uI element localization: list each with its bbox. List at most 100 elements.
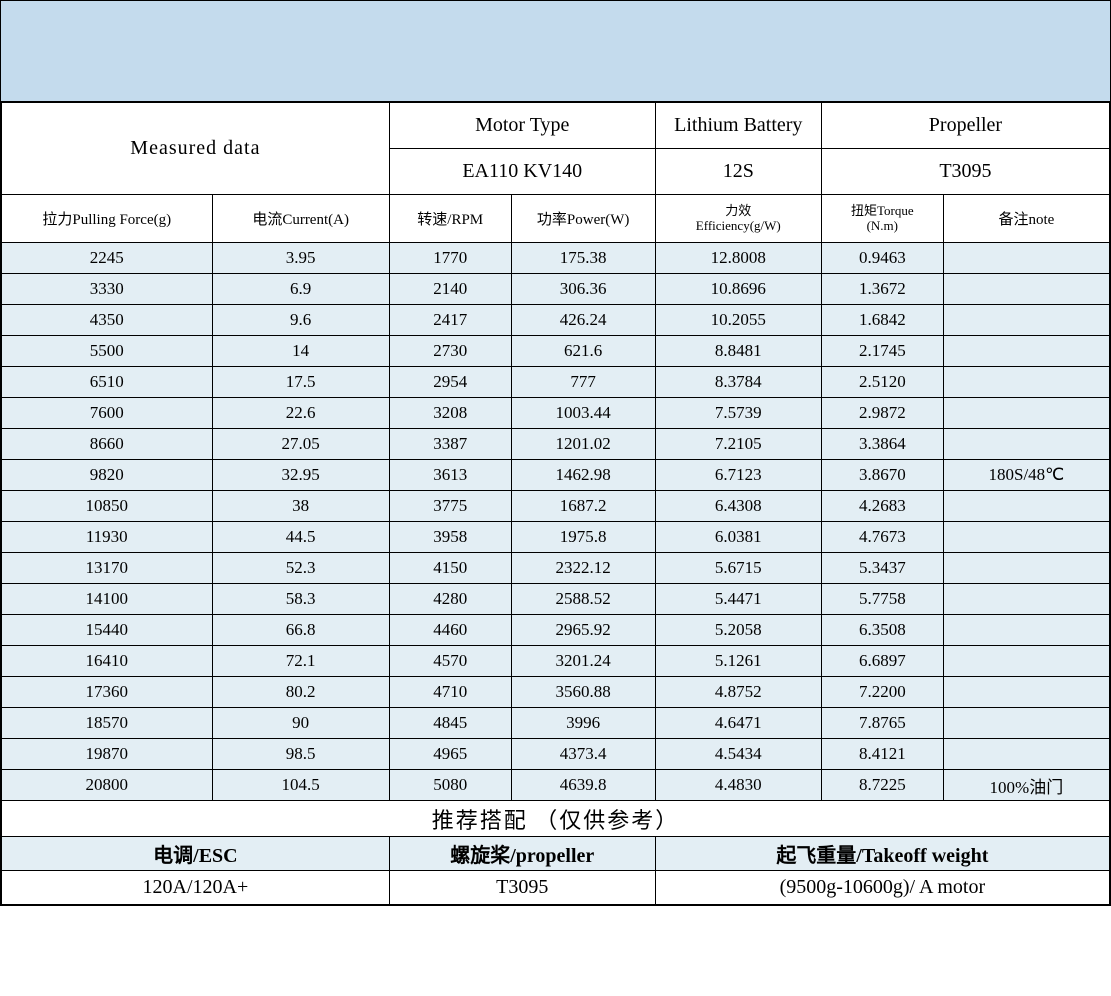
table-cell: 17.5 bbox=[212, 367, 389, 398]
table-cell: 98.5 bbox=[212, 739, 389, 770]
table-cell: 6510 bbox=[2, 367, 213, 398]
recommend-value-propeller: T3095 bbox=[389, 871, 655, 905]
table-cell: 1975.8 bbox=[511, 522, 655, 553]
table-cell: 66.8 bbox=[212, 615, 389, 646]
table-cell: 3.3864 bbox=[821, 429, 943, 460]
propeller-value: T3095 bbox=[821, 149, 1109, 195]
table-cell: 7.8765 bbox=[821, 708, 943, 739]
table-cell: 5.7758 bbox=[821, 584, 943, 615]
table-cell: 2140 bbox=[389, 274, 511, 305]
battery-value: 12S bbox=[655, 149, 821, 195]
table-cell: 58.3 bbox=[212, 584, 389, 615]
table-cell: 4.7673 bbox=[821, 522, 943, 553]
table-cell: 4.6471 bbox=[655, 708, 821, 739]
table-cell bbox=[943, 336, 1109, 367]
table-cell: 4570 bbox=[389, 646, 511, 677]
table-cell bbox=[943, 677, 1109, 708]
table-cell: 100%油门 bbox=[943, 770, 1109, 801]
column-header: 备注note bbox=[943, 195, 1109, 243]
column-header-row: 拉力Pulling Force(g)电流Current(A)转速/RPM功率Po… bbox=[2, 195, 1110, 243]
table-cell: 17360 bbox=[2, 677, 213, 708]
table-cell: 3387 bbox=[389, 429, 511, 460]
spec-sheet: Measured data Motor Type Lithium Battery… bbox=[0, 0, 1111, 906]
table-cell: 1770 bbox=[389, 243, 511, 274]
table-cell: 2322.12 bbox=[511, 553, 655, 584]
table-cell: 4710 bbox=[389, 677, 511, 708]
table-cell bbox=[943, 274, 1109, 305]
motor-type-label: Motor Type bbox=[389, 103, 655, 149]
recommend-title: 推荐搭配 （仅供参考） bbox=[2, 801, 1110, 837]
table-cell: 3208 bbox=[389, 398, 511, 429]
table-cell: 4.5434 bbox=[655, 739, 821, 770]
table-cell: 32.95 bbox=[212, 460, 389, 491]
table-row: 43509.62417426.2410.20551.6842 bbox=[2, 305, 1110, 336]
recommend-header-propeller: 螺旋桨/propeller bbox=[389, 837, 655, 871]
table-cell: 4460 bbox=[389, 615, 511, 646]
motor-type-value: EA110 KV140 bbox=[389, 149, 655, 195]
recommend-value-weight: (9500g-10600g)/ A motor bbox=[655, 871, 1109, 905]
table-cell: 5.3437 bbox=[821, 553, 943, 584]
table-cell: 2588.52 bbox=[511, 584, 655, 615]
table-cell bbox=[943, 398, 1109, 429]
table-cell: 9820 bbox=[2, 460, 213, 491]
table-row: 108503837751687.26.43084.2683 bbox=[2, 491, 1110, 522]
table-cell: 1003.44 bbox=[511, 398, 655, 429]
table-cell: 44.5 bbox=[212, 522, 389, 553]
table-row: 1987098.549654373.44.54348.4121 bbox=[2, 739, 1110, 770]
table-row: 651017.529547778.37842.5120 bbox=[2, 367, 1110, 398]
table-cell: 14 bbox=[212, 336, 389, 367]
table-cell: 12.8008 bbox=[655, 243, 821, 274]
table-cell: 2954 bbox=[389, 367, 511, 398]
table-cell: 5500 bbox=[2, 336, 213, 367]
table-cell: 5.2058 bbox=[655, 615, 821, 646]
table-cell: 7.2200 bbox=[821, 677, 943, 708]
table-row: 1544066.844602965.925.20586.3508 bbox=[2, 615, 1110, 646]
table-cell: 5080 bbox=[389, 770, 511, 801]
table-row: 760022.632081003.447.57392.9872 bbox=[2, 398, 1110, 429]
table-cell: 6.7123 bbox=[655, 460, 821, 491]
table-row: 1736080.247103560.884.87527.2200 bbox=[2, 677, 1110, 708]
table-cell: 3.8670 bbox=[821, 460, 943, 491]
table-cell: 0.9463 bbox=[821, 243, 943, 274]
table-cell: 6.3508 bbox=[821, 615, 943, 646]
battery-label: Lithium Battery bbox=[655, 103, 821, 149]
column-header: 电流Current(A) bbox=[212, 195, 389, 243]
table-cell: 80.2 bbox=[212, 677, 389, 708]
table-row: 1641072.145703201.245.12616.6897 bbox=[2, 646, 1110, 677]
measured-data-title: Measured data bbox=[2, 103, 390, 195]
table-cell: 8.8481 bbox=[655, 336, 821, 367]
table-cell: 90 bbox=[212, 708, 389, 739]
table-cell: 2245 bbox=[2, 243, 213, 274]
table-cell: 175.38 bbox=[511, 243, 655, 274]
table-cell: 52.3 bbox=[212, 553, 389, 584]
table-row: 22453.951770175.3812.80080.9463 bbox=[2, 243, 1110, 274]
table-cell: 8660 bbox=[2, 429, 213, 460]
table-cell: 777 bbox=[511, 367, 655, 398]
table-cell: 18570 bbox=[2, 708, 213, 739]
table-cell bbox=[943, 646, 1109, 677]
table-cell: 4373.4 bbox=[511, 739, 655, 770]
recommend-header-weight: 起飞重量/Takeoff weight bbox=[655, 837, 1109, 871]
table-cell: 1.6842 bbox=[821, 305, 943, 336]
table-cell bbox=[943, 708, 1109, 739]
table-cell bbox=[943, 491, 1109, 522]
table-cell: 4.8752 bbox=[655, 677, 821, 708]
table-cell: 9.6 bbox=[212, 305, 389, 336]
table-cell: 27.05 bbox=[212, 429, 389, 460]
table-cell: 16410 bbox=[2, 646, 213, 677]
table-cell: 3775 bbox=[389, 491, 511, 522]
column-header: 功率Power(W) bbox=[511, 195, 655, 243]
table-cell: 4150 bbox=[389, 553, 511, 584]
table-row: 982032.9536131462.986.71233.8670180S/48℃ bbox=[2, 460, 1110, 491]
propeller-label: Propeller bbox=[821, 103, 1109, 149]
table-row: 5500142730621.68.84812.1745 bbox=[2, 336, 1110, 367]
table-cell: 4350 bbox=[2, 305, 213, 336]
table-cell: 4639.8 bbox=[511, 770, 655, 801]
table-cell: 15440 bbox=[2, 615, 213, 646]
table-cell bbox=[943, 553, 1109, 584]
table-cell: 11930 bbox=[2, 522, 213, 553]
data-table: Measured data Motor Type Lithium Battery… bbox=[1, 102, 1110, 905]
table-row: 20800104.550804639.84.48308.7225100%油门 bbox=[2, 770, 1110, 801]
table-cell: 3201.24 bbox=[511, 646, 655, 677]
table-cell: 14100 bbox=[2, 584, 213, 615]
